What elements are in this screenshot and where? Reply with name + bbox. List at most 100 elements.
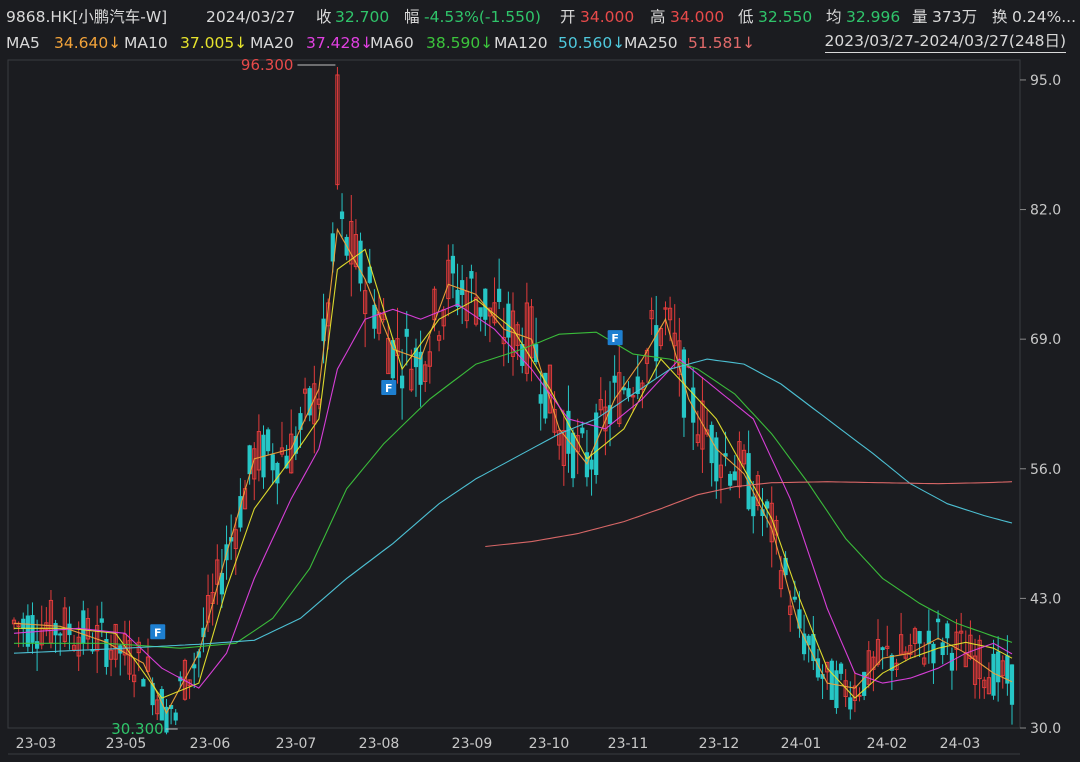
candle-body [335, 74, 340, 186]
event-flag-label: F [385, 382, 393, 395]
stock-symbol: 9868.HK[小鹏汽车-W] [6, 8, 168, 26]
change-value: -4.53%(-1.550) [424, 8, 541, 26]
candle-body [219, 572, 225, 595]
candle-body [843, 680, 848, 697]
y-tick-label: 95.0 [1030, 73, 1061, 89]
candle-body [709, 424, 714, 464]
candle-body [529, 306, 534, 359]
candle-body [1009, 664, 1015, 705]
y-tick-label: 43.0 [1030, 591, 1061, 607]
candle-body [926, 630, 931, 645]
candle-body [852, 685, 858, 701]
candle-body [663, 307, 668, 310]
candle-body [62, 607, 67, 642]
plot-frame [7, 59, 1021, 729]
candle-body [723, 453, 728, 457]
candle-body [164, 706, 169, 733]
candle-body [801, 633, 807, 655]
candle-body [58, 633, 63, 636]
candle-body [307, 388, 312, 416]
candle-body [788, 605, 793, 616]
candle-body [746, 453, 751, 510]
candle-body [704, 429, 710, 435]
candle-body [829, 660, 834, 700]
candle-body [954, 631, 959, 650]
ma-line-ma120 [13, 358, 1013, 654]
candle-body [233, 529, 238, 550]
candle-body [649, 310, 654, 320]
x-tick-label: 23-07 [276, 736, 317, 752]
candle-body [714, 437, 719, 482]
ma250-value: 51.581↓ [688, 34, 756, 52]
candle-body [561, 430, 566, 466]
candle-body [912, 628, 918, 645]
event-flag-icon[interactable] [607, 330, 623, 346]
high-value: 34.000 [670, 8, 725, 26]
x-tick-label: 23-06 [190, 736, 231, 752]
ma10-label: MA10 [124, 34, 168, 52]
ma60-value: 38.590↓ [426, 34, 494, 52]
ma-line-ma20 [13, 303, 1013, 689]
candle-body [44, 622, 49, 631]
open-value: 34.000 [580, 8, 635, 26]
candle-body [612, 375, 617, 383]
event-flag-icon[interactable] [150, 624, 166, 640]
ma20-label: MA20 [250, 34, 294, 52]
ma-line-ma5 [13, 227, 1013, 715]
candle-body [404, 328, 409, 337]
candle-body [400, 375, 405, 389]
ma5-label: MA5 [6, 34, 40, 52]
ma5-value: 34.640↓ [54, 34, 122, 52]
candle-body [806, 635, 811, 646]
candle-body [700, 400, 705, 450]
ma120-value: 50.560↓ [558, 34, 626, 52]
candle-body [330, 233, 335, 262]
x-tick-label: 23-11 [608, 736, 649, 752]
candle-body [917, 631, 922, 644]
candle-body [76, 636, 81, 657]
candle-body [81, 610, 86, 644]
candle-body [885, 645, 890, 649]
candle-body [455, 289, 460, 307]
candle-body [132, 674, 137, 683]
candle-body [53, 623, 58, 636]
candle-body [982, 679, 987, 689]
candle-body [450, 255, 456, 274]
candle-body [862, 671, 867, 696]
candle-body [903, 651, 908, 659]
candle-body [113, 623, 118, 660]
candle-body [381, 313, 386, 321]
candle-body [986, 677, 991, 695]
date-range-selector[interactable]: 2023/03/27-2024/03/27(248日) [824, 30, 1066, 53]
candle-body [848, 697, 853, 710]
candle-body [889, 654, 894, 671]
candle-body [935, 618, 941, 623]
turnover-value: 0.24%... [1012, 8, 1077, 26]
candle-body [594, 412, 599, 476]
candle-body [71, 644, 77, 651]
candle-body [349, 220, 354, 265]
change-label: 幅 [404, 8, 420, 26]
candle-body [778, 570, 784, 590]
candle-body [275, 462, 280, 484]
candle-body [436, 335, 442, 341]
candle-body [584, 452, 590, 478]
candle-body [732, 471, 737, 481]
close-value: 32.700 [335, 8, 390, 26]
event-flag-icon[interactable] [381, 380, 397, 396]
candle-body [617, 372, 622, 425]
candle-body [875, 639, 881, 665]
x-tick-label: 24-02 [867, 736, 908, 752]
candle-body [635, 376, 640, 395]
candle-body [838, 663, 844, 674]
candle-body [580, 427, 585, 434]
avg-label: 均 [826, 8, 842, 26]
candle-body [302, 388, 308, 394]
candle-body [626, 388, 631, 397]
candle-body [141, 679, 146, 687]
open-label: 开 [560, 8, 576, 26]
close-label: 收 [316, 8, 332, 26]
candle-body [631, 395, 636, 398]
candle-body [603, 406, 608, 432]
